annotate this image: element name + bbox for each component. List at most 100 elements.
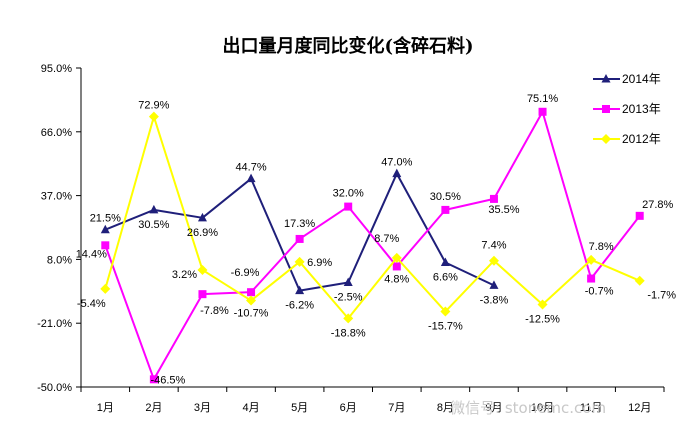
series-2012-point — [440, 306, 451, 317]
chart-title: 出口量月度同比变化(含碎石料) — [222, 35, 473, 57]
series-2012-point — [586, 254, 597, 265]
legend-label: 2013年 — [622, 102, 661, 116]
data-label: 14.4% — [76, 248, 107, 260]
x-tick-label: 9月 — [485, 402, 502, 414]
x-tick-label: 6月 — [340, 402, 357, 414]
data-label: -46.5% — [150, 374, 185, 386]
data-label: -10.7% — [234, 308, 269, 320]
series-2014 — [100, 168, 499, 295]
series-2014-point — [149, 204, 159, 214]
watermark: 微信号: stonemc.com — [450, 399, 606, 417]
data-label: 4.8% — [384, 273, 409, 285]
data-label: 8.7% — [374, 233, 399, 245]
y-tick-label: 37.0% — [41, 191, 72, 203]
x-tick-label: 10月 — [531, 402, 554, 414]
data-label: 32.0% — [333, 188, 364, 200]
x-tick-label: 2月 — [145, 402, 162, 414]
y-tick-label: -21.0% — [37, 318, 72, 330]
data-label: 6.6% — [433, 271, 458, 283]
data-label: 75.1% — [527, 93, 558, 105]
series-2013-point — [538, 107, 547, 116]
series-2012-point — [634, 275, 645, 286]
x-tick-label: 7月 — [388, 402, 405, 414]
series-2012-point — [391, 252, 402, 263]
data-label: -7.8% — [200, 305, 229, 317]
series-2013-point — [441, 205, 450, 214]
data-label: 3.2% — [172, 269, 197, 281]
data-label: -1.7% — [647, 290, 676, 302]
data-label: -2.5% — [334, 292, 363, 304]
series-2013-point — [392, 262, 401, 271]
data-label: 27.8% — [642, 199, 673, 211]
series-2013-point — [295, 234, 304, 243]
series-2013-point — [344, 202, 353, 211]
data-label: 44.7% — [235, 162, 266, 174]
data-label: -18.8% — [331, 327, 366, 339]
x-tick-label: 1月 — [97, 402, 114, 414]
data-label: 47.0% — [381, 157, 412, 169]
y-tick-label: 66.0% — [41, 127, 72, 139]
series-2014-point — [343, 277, 353, 286]
data-label: -3.8% — [480, 294, 509, 306]
series-2012-point — [294, 256, 305, 267]
legend-marker — [601, 74, 611, 83]
legend-marker — [602, 105, 610, 113]
data-label: 72.9% — [138, 100, 169, 112]
series-2013-point — [198, 290, 207, 299]
data-label: 21.5% — [90, 213, 121, 225]
chart-axes: 95.0% 66.0% 37.0% 8.0% -21.0% -50.0% 1月 2月 3月 4月 5… — [37, 63, 665, 414]
x-tick-label: 8月 — [437, 402, 454, 414]
series-2013 — [101, 107, 644, 384]
data-label: 7.8% — [589, 241, 614, 253]
data-label: 7.4% — [481, 240, 506, 252]
series-2013-point — [247, 288, 256, 297]
data-label: -0.7% — [585, 286, 614, 298]
series-2014-point — [440, 257, 450, 266]
series-2014-point — [246, 173, 256, 183]
data-label: -6.2% — [285, 300, 314, 312]
data-label: 30.5% — [138, 219, 169, 231]
series-2014-point — [100, 224, 110, 234]
x-tick-label: 3月 — [194, 402, 211, 414]
data-label: -12.5% — [525, 314, 560, 326]
x-tick-label: 11月 — [580, 402, 602, 414]
legend-label: 2014年 — [622, 72, 661, 86]
series-2012-point — [148, 111, 159, 122]
series-2012-point — [537, 299, 548, 310]
chart-legend: 2014年 2013年 2012年 — [593, 72, 661, 146]
series-2013-point — [149, 375, 158, 384]
data-label: 6.9% — [307, 257, 332, 269]
series-2013-point — [635, 211, 644, 220]
legend-marker — [601, 134, 611, 144]
data-label: 30.5% — [430, 191, 461, 203]
series-2012 — [100, 111, 645, 324]
data-label: 17.3% — [284, 218, 315, 230]
series-2013-point — [489, 194, 498, 203]
series-2014-point — [295, 285, 305, 295]
series-2013-point — [587, 274, 596, 283]
x-tick-label: 5月 — [291, 402, 308, 414]
series-2014-point — [392, 168, 402, 178]
data-label: -6.9% — [231, 267, 260, 279]
series-2014-point — [489, 280, 499, 289]
series-layer — [100, 107, 645, 384]
x-tick-label: 4月 — [242, 402, 259, 414]
data-label: 26.9% — [187, 227, 218, 239]
series-2012-point — [100, 283, 111, 294]
legend-label: 2012年 — [622, 132, 661, 146]
data-labels-layer: 21.5% 30.5% 26.9% 44.7% -6.2% -2.5% 47.0% 6.6% -… — [76, 93, 677, 387]
series-2012-point — [197, 264, 208, 275]
data-label: -5.4% — [77, 298, 106, 310]
series-2013-line — [104, 110, 641, 381]
y-tick-label: 95.0% — [41, 63, 72, 75]
y-tick-label: -50.0% — [37, 382, 72, 394]
series-2012-point — [343, 313, 354, 324]
x-tick-label: 12月 — [628, 402, 651, 414]
y-tick-label: 8.0% — [47, 254, 72, 266]
series-2013-point — [101, 241, 110, 250]
series-2012-point — [246, 295, 257, 306]
data-label: 35.5% — [488, 204, 519, 216]
series-2012-line — [104, 115, 641, 320]
data-label: -15.7% — [428, 321, 463, 333]
